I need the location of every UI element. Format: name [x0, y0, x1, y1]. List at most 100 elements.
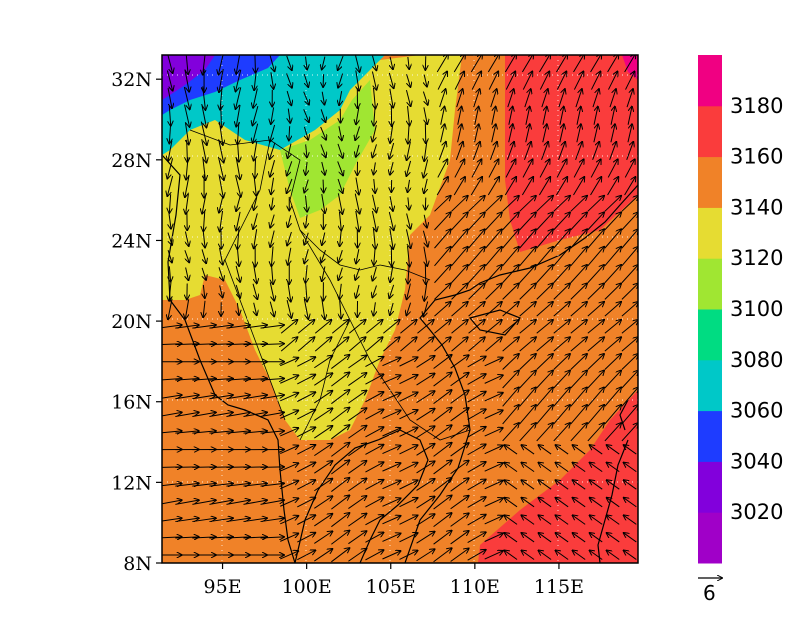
- wind-arrow: [254, 302, 257, 315]
- wind-arrow: [175, 344, 198, 345]
- wind-arrow: [587, 354, 604, 370]
- wind-arrow: [593, 107, 598, 125]
- wind-arrow: [260, 412, 284, 417]
- wind-arrow: [339, 283, 341, 299]
- wind-arrow: [416, 409, 435, 421]
- wind-arrow: [226, 412, 249, 417]
- wind-arrow: [323, 74, 324, 87]
- wind-arrow: [467, 550, 486, 561]
- wind-arrow: [484, 516, 503, 525]
- wind-arrow: [587, 265, 604, 284]
- wind-arrow: [365, 357, 383, 368]
- wind-arrow: [184, 69, 189, 91]
- wind-arrow: [399, 533, 418, 543]
- wind-arrow: [604, 283, 621, 300]
- wind-arrow: [203, 229, 205, 247]
- wind-arrow: [407, 141, 411, 161]
- wind-arrow: [382, 551, 400, 560]
- wind-arrow: [422, 230, 427, 247]
- wind-arrow: [590, 159, 601, 178]
- wind-arrow: [627, 124, 632, 143]
- wind-arrow: [450, 355, 469, 369]
- colorbar-swatch: [698, 512, 722, 564]
- x-tick-label: 100E: [282, 576, 332, 598]
- wind-arrow: [372, 144, 377, 157]
- wind-arrow: [573, 72, 583, 90]
- wind-arrow: [416, 549, 435, 562]
- wind-arrow: [280, 551, 298, 560]
- wind-arrow: [467, 444, 486, 456]
- wind-arrow: [590, 463, 603, 473]
- wind-arrow: [254, 229, 257, 248]
- wind-arrow: [389, 228, 393, 249]
- plot-area: [161, 54, 639, 564]
- colorbar-swatch: [698, 207, 722, 259]
- wind-arrow: [604, 371, 621, 389]
- wind-arrow: [434, 196, 450, 212]
- wind-arrow: [570, 320, 587, 334]
- wind-arrow: [184, 122, 188, 144]
- wind-arrow: [209, 518, 232, 523]
- wind-arrow: [280, 428, 298, 437]
- wind-arrow: [365, 462, 383, 473]
- wind-arrow: [253, 123, 259, 143]
- wind-arrow: [621, 354, 638, 370]
- wind-arrow: [519, 354, 536, 370]
- wind-arrow: [243, 412, 266, 417]
- wind-arrow: [525, 124, 530, 143]
- wind-arrow: [288, 143, 291, 158]
- wind-arrow: [348, 461, 366, 474]
- wind-arrow: [450, 373, 469, 387]
- wind-arrow: [505, 72, 515, 90]
- wind-arrow: [437, 159, 448, 178]
- wind-arrow: [167, 88, 172, 108]
- wind-arrow: [175, 537, 198, 538]
- wind-arrow: [168, 249, 172, 262]
- wind-arrow: [305, 195, 307, 211]
- wind-arrow: [519, 302, 536, 317]
- wind-vectors: [162, 55, 638, 563]
- wind-arrow: [502, 212, 519, 231]
- x-tick-label: 95E: [204, 576, 242, 598]
- wind-arrow: [536, 371, 553, 389]
- wind-arrow: [536, 405, 553, 425]
- wind-arrow: [604, 337, 621, 352]
- wind-arrow: [607, 551, 620, 560]
- plot-frame: [161, 54, 639, 564]
- wind-arrow: [450, 478, 469, 492]
- wind-arrow: [286, 73, 292, 87]
- wind-arrow: [390, 302, 393, 315]
- wind-arrow: [169, 213, 171, 229]
- wind-arrow: [521, 515, 535, 525]
- wind-arrow: [610, 124, 615, 143]
- wind-arrow: [519, 283, 536, 300]
- wind-arrow: [218, 267, 223, 280]
- wind-arrow: [433, 373, 452, 387]
- wind-arrow: [474, 124, 479, 143]
- wind-arrow: [280, 320, 297, 334]
- wind-arrow: [314, 320, 331, 334]
- wind-arrow: [624, 551, 637, 560]
- wind-arrow: [607, 55, 619, 73]
- wind-arrow: [519, 423, 536, 442]
- wind-arrow: [590, 515, 603, 525]
- wind-arrow: [451, 283, 468, 300]
- wind-arrow: [306, 56, 308, 70]
- wind-arrow: [408, 123, 409, 143]
- wind-arrow: [590, 72, 600, 90]
- wind-arrow: [209, 378, 232, 380]
- wind-arrow: [608, 72, 617, 90]
- wind-arrow: [203, 156, 206, 180]
- wind-arrow: [433, 355, 452, 369]
- wind-arrow: [539, 445, 552, 455]
- wind-arrow: [536, 320, 553, 334]
- wind-arrow: [621, 423, 638, 442]
- wind-arrow: [559, 124, 564, 143]
- wind-arrow: [331, 425, 349, 440]
- wind-arrow: [314, 391, 332, 404]
- wind-arrow: [405, 229, 410, 248]
- wind-arrow: [408, 105, 410, 125]
- wind-arrow: [624, 55, 636, 73]
- wind-arrow: [487, 55, 499, 73]
- wind-arrow: [467, 392, 486, 403]
